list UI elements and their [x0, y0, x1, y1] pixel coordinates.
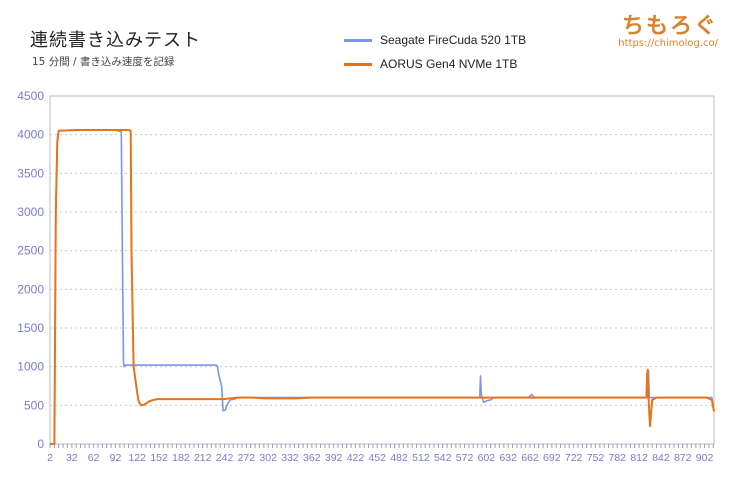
legend-label-seagate: Seagate FireCuda 520 1TB [380, 33, 527, 47]
x-tick-label: 542 [434, 452, 452, 464]
x-tick-label: 242 [216, 452, 234, 464]
x-tick-label: 662 [521, 452, 539, 464]
x-tick-label: 182 [172, 452, 190, 464]
x-tick-label: 902 [696, 452, 714, 464]
y-tick-label: 0 [37, 437, 44, 451]
x-tick-label: 302 [259, 452, 277, 464]
x-tick-label: 32 [66, 452, 78, 464]
legend-swatch-aorus [344, 62, 372, 66]
logo-text: ちもろぐ [621, 14, 718, 39]
x-tick-label: 392 [325, 452, 343, 464]
x-tick-label: 722 [565, 452, 583, 464]
x-tick-label: 632 [499, 452, 517, 464]
x-tick-label: 572 [456, 452, 474, 464]
x-tick-label: 152 [150, 452, 168, 464]
x-tick-label: 62 [88, 452, 100, 464]
legend-item-aorus: AORUS Gen4 NVMe 1TB [344, 52, 526, 76]
legend-label-aorus: AORUS Gen4 NVMe 1TB [380, 57, 518, 71]
site-logo[interactable]: ちもろぐ https://chimolog.co/ [618, 8, 718, 49]
x-tick-label: 92 [110, 452, 122, 464]
y-tick-label: 4500 [17, 89, 44, 103]
y-tick-label: 1500 [17, 321, 44, 335]
x-tick-label: 752 [587, 452, 605, 464]
series-line-aorus [50, 129, 715, 445]
x-tick-label: 422 [347, 452, 365, 464]
plot-frame [49, 95, 715, 445]
x-tick-label: 122 [129, 452, 147, 464]
x-tick-label: 872 [674, 452, 692, 464]
x-tick-label: 272 [238, 452, 256, 464]
x-tick-label: 812 [630, 452, 648, 464]
x-tick-label: 2 [47, 452, 53, 464]
y-tick-label: 2500 [17, 244, 44, 258]
y-tick-label: 1000 [17, 360, 44, 374]
y-tick-label: 500 [24, 398, 44, 412]
x-tick-label: 842 [652, 452, 670, 464]
x-tick-label: 512 [412, 452, 430, 464]
x-tick-label: 782 [609, 452, 627, 464]
logo-url: https://chimolog.co/ [618, 38, 718, 49]
y-tick-label: 3500 [17, 166, 44, 180]
x-tick-label: 452 [369, 452, 387, 464]
x-tick-label: 362 [303, 452, 321, 464]
legend-swatch-seagate [344, 38, 372, 42]
chart-legend: Seagate FireCuda 520 1TB AORUS Gen4 NVMe… [344, 28, 526, 76]
chart-subtitle: 15 分間 / 書き込み速度を記録 [32, 56, 175, 68]
x-tick-label: 602 [478, 452, 496, 464]
legend-item-seagate: Seagate FireCuda 520 1TB [344, 28, 526, 52]
x-tick-label: 692 [543, 452, 561, 464]
x-tick-label: 212 [194, 452, 212, 464]
y-tick-label: 3000 [17, 205, 44, 219]
x-tick-label: 482 [390, 452, 408, 464]
x-tick-label: 332 [281, 452, 299, 464]
chart-title: 連続書き込みテスト [30, 30, 201, 51]
y-tick-label: 2000 [17, 282, 44, 296]
y-tick-label: 4000 [17, 128, 44, 142]
